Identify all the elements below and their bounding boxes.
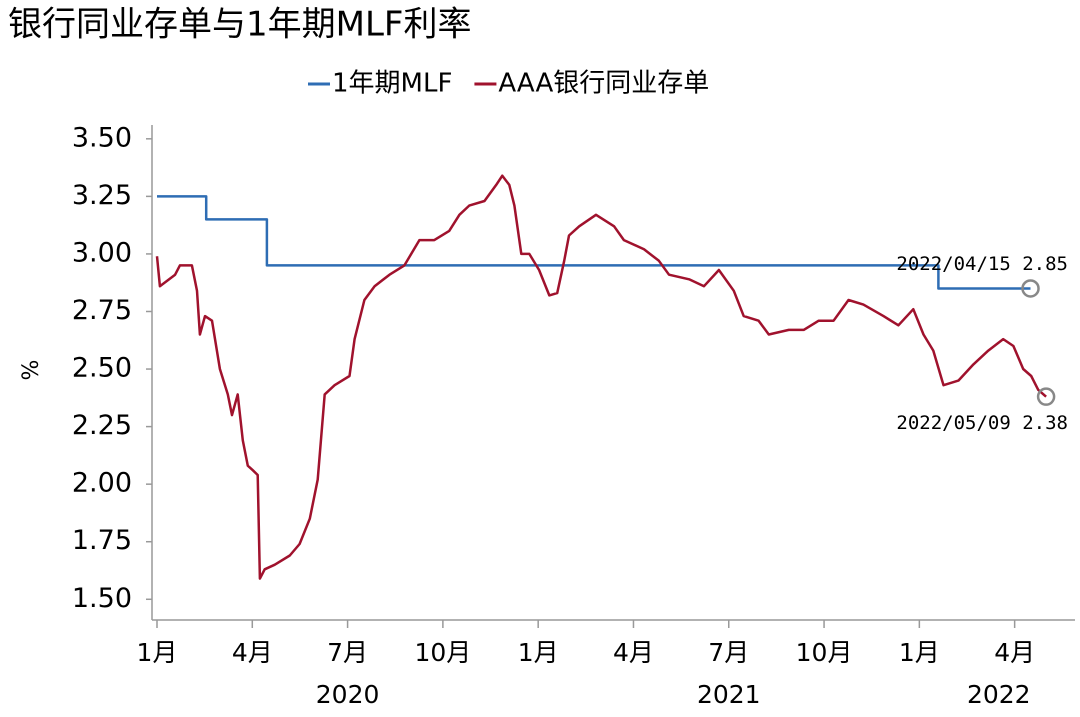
legend-label: AAA银行同业存单 [498, 69, 709, 99]
x-tick-label: 10月 [796, 638, 853, 667]
series-line [155, 174, 1047, 580]
y-axis-label: % [19, 360, 44, 381]
y-tick-label: 3.25 [72, 180, 132, 211]
x-tick-label: 7月 [708, 638, 749, 667]
y-tick-label: 2.50 [72, 353, 132, 384]
y-tick-label: 1.50 [72, 583, 132, 614]
x-year-label: 2022 [967, 680, 1031, 709]
chart-title: 银行同业存单与1年期MLF利率 [8, 5, 471, 45]
y-tick-label: 3.00 [72, 237, 132, 268]
x-tick-label: 1月 [137, 638, 178, 667]
x-year-label: 2020 [316, 680, 380, 709]
y-tick-label: 3.50 [72, 122, 132, 153]
legend-label: 1年期MLF [332, 69, 452, 99]
y-tick-label: 2.25 [72, 410, 132, 441]
x-tick-label: 4月 [613, 638, 654, 667]
x-tick-label: 4月 [994, 638, 1035, 667]
end-marker [1036, 387, 1056, 406]
x-tick-label: 1月 [899, 638, 940, 667]
x-tick-label: 4月 [232, 638, 273, 667]
end-marker [1021, 279, 1040, 298]
x-year-label: 2021 [697, 680, 761, 709]
annotation: 2022/04/15 2.85 [896, 253, 1068, 275]
x-tick-label: 10月 [414, 638, 471, 667]
y-tick-label: 2.00 [72, 468, 132, 499]
annotation: 2022/05/09 2.38 [896, 412, 1068, 434]
y-tick-label: 2.75 [72, 295, 132, 326]
y-tick-label: 1.75 [72, 525, 132, 556]
x-tick-label: 1月 [518, 638, 559, 667]
series-line [157, 195, 1031, 290]
x-tick-label: 7月 [327, 638, 368, 667]
